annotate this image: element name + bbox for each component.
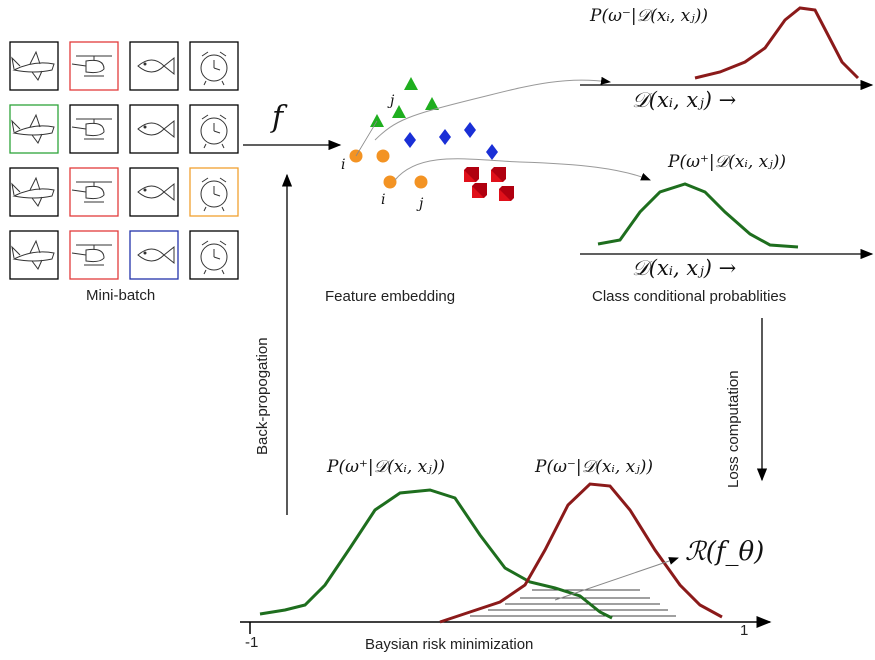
embed-i-label-top: i	[341, 157, 346, 173]
minibatch-tile	[129, 167, 179, 217]
fish-sketch-icon	[137, 182, 175, 202]
backprop-label: Back-propogation	[254, 337, 271, 455]
bottom-neg-label: P(ω⁻|𝒟(xᵢ, xⱼ))	[535, 457, 653, 477]
helicopter-sketch-icon	[71, 118, 112, 140]
minibatch-tile	[189, 104, 239, 154]
minibatch-tile	[9, 41, 59, 91]
circle-point-icon	[414, 175, 428, 189]
feature-embedding-label: Feature embedding	[325, 288, 456, 305]
bottom-pos-curve	[259, 488, 613, 620]
feature-embedding-cluster	[349, 77, 514, 201]
minibatch-tile	[69, 230, 119, 280]
alarm-clock-sketch-icon	[200, 177, 228, 212]
minibatch-tile	[9, 104, 59, 154]
minibatch-tile	[69, 41, 119, 91]
triangle-point-icon	[425, 97, 439, 110]
neg-prob-label: P(ω⁻|𝒟(xᵢ, xⱼ))	[590, 6, 708, 26]
circle-point-icon	[383, 175, 397, 189]
airplane-sketch-icon	[11, 50, 55, 81]
helicopter-sketch-icon	[71, 55, 112, 77]
risk-overlap-hatch	[470, 589, 676, 617]
minibatch-tile	[189, 41, 239, 91]
minibatch-tile	[69, 167, 119, 217]
alarm-clock-sketch-icon	[200, 114, 228, 149]
risk-title-label: Baysian risk minimization	[365, 636, 534, 653]
diamond-point-icon	[486, 144, 498, 160]
minibatch-tile	[129, 104, 179, 154]
minibatch-tile	[69, 104, 119, 154]
minibatch-tile	[129, 230, 179, 280]
axis-max-label: 1	[740, 622, 749, 639]
embed-j-label-top: j	[390, 93, 395, 109]
minibatch-tile	[9, 167, 59, 217]
minibatch-tile	[189, 167, 239, 217]
diamond-point-icon	[464, 122, 476, 138]
fish-sketch-icon	[137, 245, 175, 265]
pos-prob-label: P(ω⁺|𝒟(xᵢ, xⱼ))	[668, 152, 786, 172]
risk-pointer-arrow	[554, 557, 679, 601]
airplane-sketch-icon	[11, 176, 55, 207]
diamond-point-icon	[404, 132, 416, 148]
alarm-clock-sketch-icon	[200, 51, 228, 86]
neg-distribution-curve	[694, 6, 860, 80]
curve-arrow-negative	[374, 76, 611, 141]
minibatch-tile	[189, 230, 239, 280]
minibatch-tile	[129, 41, 179, 91]
risk-label: ℛ(f_θ)	[685, 537, 765, 567]
circle-point-icon	[376, 149, 390, 163]
neg-axis-label: 𝒟(xᵢ, xⱼ) →	[632, 88, 737, 112]
pos-distribution-curve	[597, 182, 799, 249]
minibatch-grid	[9, 41, 239, 280]
bottom-pos-label: P(ω⁺|𝒟(xᵢ, xⱼ))	[327, 457, 445, 477]
fish-sketch-icon	[137, 119, 175, 139]
function-f-label: f	[272, 100, 284, 135]
diamond-point-icon	[439, 129, 451, 145]
triangle-point-icon	[392, 105, 406, 118]
bottom-neg-curve	[439, 482, 723, 624]
loss-computation-label: Loss computation	[725, 370, 742, 488]
fish-sketch-icon	[137, 56, 175, 76]
embed-j-label-bottom: j	[419, 196, 424, 212]
helicopter-sketch-icon	[71, 181, 112, 203]
embed-i-label-bottom: i	[381, 192, 386, 208]
triangle-point-icon	[370, 114, 384, 127]
minibatch-label: Mini-batch	[86, 287, 156, 304]
axis-min-label: -1	[245, 634, 259, 651]
curve-arrow-positive	[394, 158, 651, 181]
class-conditional-label: Class conditional probablities	[592, 288, 787, 305]
airplane-sketch-icon	[11, 113, 55, 144]
helicopter-sketch-icon	[71, 244, 112, 266]
airplane-sketch-icon	[11, 239, 55, 270]
alarm-clock-sketch-icon	[200, 240, 228, 275]
pos-axis-label: 𝒟(xᵢ, xⱼ) →	[632, 256, 737, 280]
triangle-point-icon	[404, 77, 418, 90]
minibatch-tile	[9, 230, 59, 280]
